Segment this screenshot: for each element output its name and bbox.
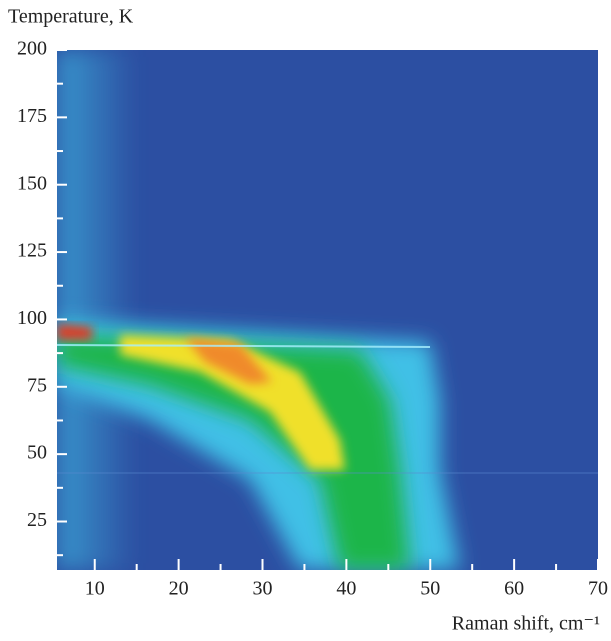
y-tick-label: 25 <box>27 509 47 531</box>
heatmap-image <box>57 50 598 570</box>
y-tick-label: 100 <box>17 307 47 329</box>
ticks: 10 20 30 40 50 60 70 25 50 75 100 125 150 175 200 <box>17 38 608 600</box>
x-tick-label: 50 <box>420 578 440 600</box>
x-tick-label: 30 <box>252 578 272 600</box>
y-tick-label: 75 <box>27 374 47 396</box>
y-tick-label: 50 <box>27 442 47 464</box>
x-tick-label: 70 <box>588 578 608 600</box>
x-tick-label: 20 <box>169 578 189 600</box>
x-tick-label: 10 <box>85 578 105 600</box>
x-tick-label: 40 <box>336 578 356 600</box>
y-tick-label: 175 <box>17 105 47 127</box>
y-tick-label: 125 <box>17 240 47 262</box>
x-axis-label: Raman shift, cm⁻¹ <box>452 613 600 635</box>
y-tick-label: 150 <box>17 172 47 194</box>
x-tick-label: 60 <box>504 578 524 600</box>
y-axis-label: Temperature, K <box>8 6 134 28</box>
y-tick-label: 200 <box>17 38 47 60</box>
